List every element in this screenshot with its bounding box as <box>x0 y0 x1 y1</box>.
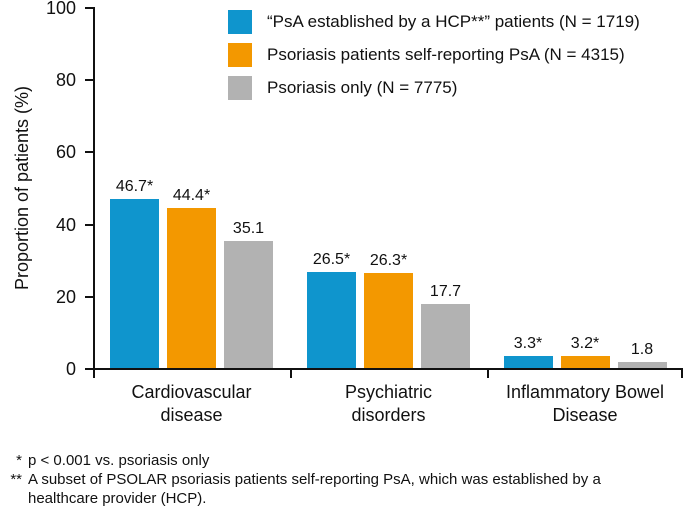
x-category-label-line1: Inflammatory Bowel <box>505 382 665 402</box>
legend-swatch-self-reported-psa-icon <box>228 43 252 67</box>
bar-psychiatric-disorders-psoriasis-only <box>421 304 470 368</box>
bar-value-label-cardiovascular-disease-self-reported-psa: 44.4* <box>172 186 211 204</box>
footnote-1-marker: * <box>16 452 22 469</box>
bar-value-label-psychiatric-disorders-psoriasis-only: 17.7 <box>429 283 462 301</box>
legend-swatch-psoriasis-only-icon <box>228 76 252 100</box>
bar-cardiovascular-disease-hcp-established-psa <box>110 199 159 368</box>
footnote-1: * p < 0.001 vs. psoriasis only <box>4 451 672 470</box>
bar-value-label-cardiovascular-disease-psoriasis-only: 35.1 <box>232 220 265 238</box>
chart-footnotes: * p < 0.001 vs. psoriasis only ** A subset … <box>4 451 672 508</box>
x-axis-line <box>93 368 683 370</box>
x-tick-mark <box>487 370 489 378</box>
footnote-2: ** A subset of PSOLAR psoriasis patients … <box>4 470 672 508</box>
x-tick-mark <box>290 370 292 378</box>
y-tick-label: 40 <box>55 214 76 235</box>
y-tick-mark <box>85 223 93 226</box>
x-tick-mark <box>93 370 95 378</box>
footnote-2-text: A subset of PSOLAR psoriasis patients se… <box>28 471 601 507</box>
x-category-label-line1: Cardiovascular <box>131 382 252 402</box>
bar-value-label-psychiatric-disorders-hcp-established-psa: 26.5* <box>312 251 351 269</box>
y-tick-mark <box>85 151 93 154</box>
y-axis-title: Proportion of patients (%) <box>12 85 32 291</box>
bar-inflammatory-bowel-disease-psoriasis-only <box>617 361 667 368</box>
y-tick-mark <box>85 79 93 82</box>
bar-inflammatory-bowel-disease-self-reported-psa <box>560 356 610 368</box>
legend-label-psoriasis-only: Psoriasis only (N = 7775) <box>267 78 458 97</box>
y-tick-label: 80 <box>55 70 76 91</box>
y-tick-label: 20 <box>55 286 76 307</box>
legend-label-self-reported-psa: Psoriasis patients self-reporting PsA (N… <box>267 45 625 64</box>
legend-item-self-reported-psa: Psoriasis patients self-reporting PsA (N… <box>228 43 640 67</box>
x-tick-mark <box>681 370 683 378</box>
legend-label-hcp-established-psa: “PsA established by a HCP**” patients (N… <box>267 12 640 31</box>
x-category-label-cardiovascular-disease: Cardiovascular disease <box>72 381 312 427</box>
x-category-label-psychiatric-disorders: Psychiatric disorders <box>269 381 509 427</box>
bar-value-label-inflammatory-bowel-disease-self-reported-psa: 3.2* <box>570 335 600 353</box>
x-category-label-inflammatory-bowel-disease: Inflammatory Bowel Disease <box>465 381 685 427</box>
bar-cardiovascular-disease-psoriasis-only <box>224 241 273 368</box>
bar-value-label-cardiovascular-disease-hcp-established-psa: 46.7* <box>115 178 154 196</box>
x-category-label-line1: Psychiatric <box>344 382 433 402</box>
legend-swatch-hcp-established-psa-icon <box>228 10 252 34</box>
y-tick-label: 0 <box>65 359 76 379</box>
y-tick-label: 100 <box>45 0 76 18</box>
footnote-2-marker: ** <box>10 471 22 488</box>
bar-value-label-inflammatory-bowel-disease-psoriasis-only: 1.8 <box>630 340 654 358</box>
bar-inflammatory-bowel-disease-hcp-established-psa <box>503 356 553 368</box>
y-tick-mark <box>85 368 93 370</box>
footnote-1-text: p < 0.001 vs. psoriasis only <box>28 452 210 469</box>
y-tick-label: 60 <box>55 142 76 163</box>
x-category-label-line2: disease <box>160 405 223 425</box>
legend-item-psoriasis-only: Psoriasis only (N = 7775) <box>228 76 640 100</box>
bar-psychiatric-disorders-hcp-established-psa <box>307 272 356 368</box>
bar-psychiatric-disorders-self-reported-psa <box>364 273 413 368</box>
bar-value-label-inflammatory-bowel-disease-hcp-established-psa: 3.3* <box>513 335 543 353</box>
legend-item-hcp-established-psa: “PsA established by a HCP**” patients (N… <box>228 10 640 34</box>
y-axis-line <box>93 7 95 370</box>
bar-cardiovascular-disease-self-reported-psa <box>167 207 216 368</box>
bar-value-label-psychiatric-disorders-self-reported-psa: 26.3* <box>369 252 408 270</box>
y-tick-mark <box>85 7 93 9</box>
y-tick-mark <box>85 295 93 298</box>
x-category-label-line2: disorders <box>351 405 426 425</box>
x-category-label-line2: Disease <box>552 405 618 425</box>
chart-legend: “PsA established by a HCP**” patients (N… <box>228 10 640 109</box>
